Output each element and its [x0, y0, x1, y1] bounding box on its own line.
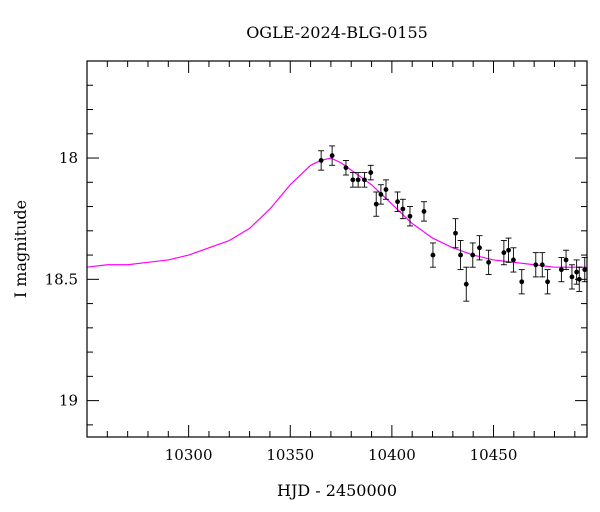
model-curve-layer [86, 157, 587, 268]
point-marker [501, 250, 507, 256]
data-point [469, 242, 476, 268]
data-points-layer [318, 145, 588, 302]
point-marker [569, 274, 575, 280]
y-tick-label: 19 [59, 392, 78, 410]
point-marker [430, 252, 436, 258]
point-marker [373, 201, 379, 207]
point-marker [477, 245, 482, 251]
data-point [355, 172, 362, 188]
data-point [539, 252, 546, 278]
point-marker [350, 177, 356, 183]
x-tick-labels: 10300 10350 10400 10450 [165, 446, 518, 464]
data-point [342, 160, 349, 176]
data-point [510, 247, 517, 273]
data-point [563, 249, 570, 271]
data-point [349, 172, 356, 188]
point-marker [545, 279, 550, 285]
point-marker [318, 158, 324, 163]
data-point [329, 145, 336, 166]
data-point [318, 150, 325, 171]
data-point [373, 191, 380, 217]
x-tick-label: 10450 [470, 446, 518, 464]
data-point [406, 206, 413, 227]
plot-frame [86, 60, 588, 438]
point-marker [383, 187, 389, 192]
data-point [500, 240, 507, 266]
point-marker [458, 252, 463, 258]
data-point [573, 259, 580, 285]
x-tick-label: 10350 [266, 446, 314, 464]
data-point [377, 184, 384, 205]
point-marker [576, 276, 582, 282]
point-marker [563, 257, 569, 263]
point-marker [486, 259, 492, 265]
x-axis-label: HJD - 2450000 [277, 481, 397, 500]
y-tick-labels: 18 18.5 19 [45, 149, 78, 410]
data-point [476, 235, 483, 261]
point-marker [395, 199, 400, 205]
point-marker [407, 213, 413, 219]
data-point [361, 172, 368, 188]
point-marker [453, 230, 458, 236]
data-point [420, 201, 427, 222]
data-point [518, 269, 525, 295]
axis-ticks [86, 60, 587, 437]
y-tick-label: 18 [59, 149, 78, 167]
data-point [367, 164, 374, 181]
y-tick-label: 18.5 [45, 270, 78, 288]
point-marker [362, 177, 367, 183]
point-marker [329, 153, 335, 159]
model-curve [86, 157, 587, 268]
x-tick-label: 10400 [368, 446, 416, 464]
data-point [558, 257, 565, 283]
data-point [532, 252, 539, 278]
point-marker [400, 206, 406, 212]
point-marker [368, 170, 374, 175]
point-marker [533, 262, 539, 268]
y-axis-label: I magnitude [11, 200, 30, 298]
point-marker [519, 279, 525, 285]
data-point [399, 198, 406, 220]
point-marker [558, 267, 564, 273]
data-point [463, 266, 470, 302]
point-marker [506, 247, 511, 253]
data-point [452, 218, 459, 249]
point-marker [582, 267, 588, 273]
point-marker [355, 177, 361, 183]
point-marker [421, 209, 427, 214]
data-point [485, 249, 492, 275]
x-tick-label: 10300 [165, 446, 213, 464]
point-marker [470, 252, 476, 258]
point-marker [539, 262, 545, 268]
point-marker [511, 257, 516, 263]
data-point [382, 179, 389, 200]
point-marker [343, 165, 349, 171]
data-point [394, 191, 401, 212]
data-point [576, 266, 583, 292]
data-point [457, 240, 464, 271]
data-point [568, 264, 575, 290]
data-point [429, 242, 436, 268]
point-marker [463, 281, 469, 287]
point-marker [574, 269, 580, 275]
point-marker [378, 192, 384, 197]
data-point [505, 237, 512, 263]
chart-title: OGLE-2024-BLG-0155 [246, 23, 428, 42]
data-point [544, 269, 551, 295]
